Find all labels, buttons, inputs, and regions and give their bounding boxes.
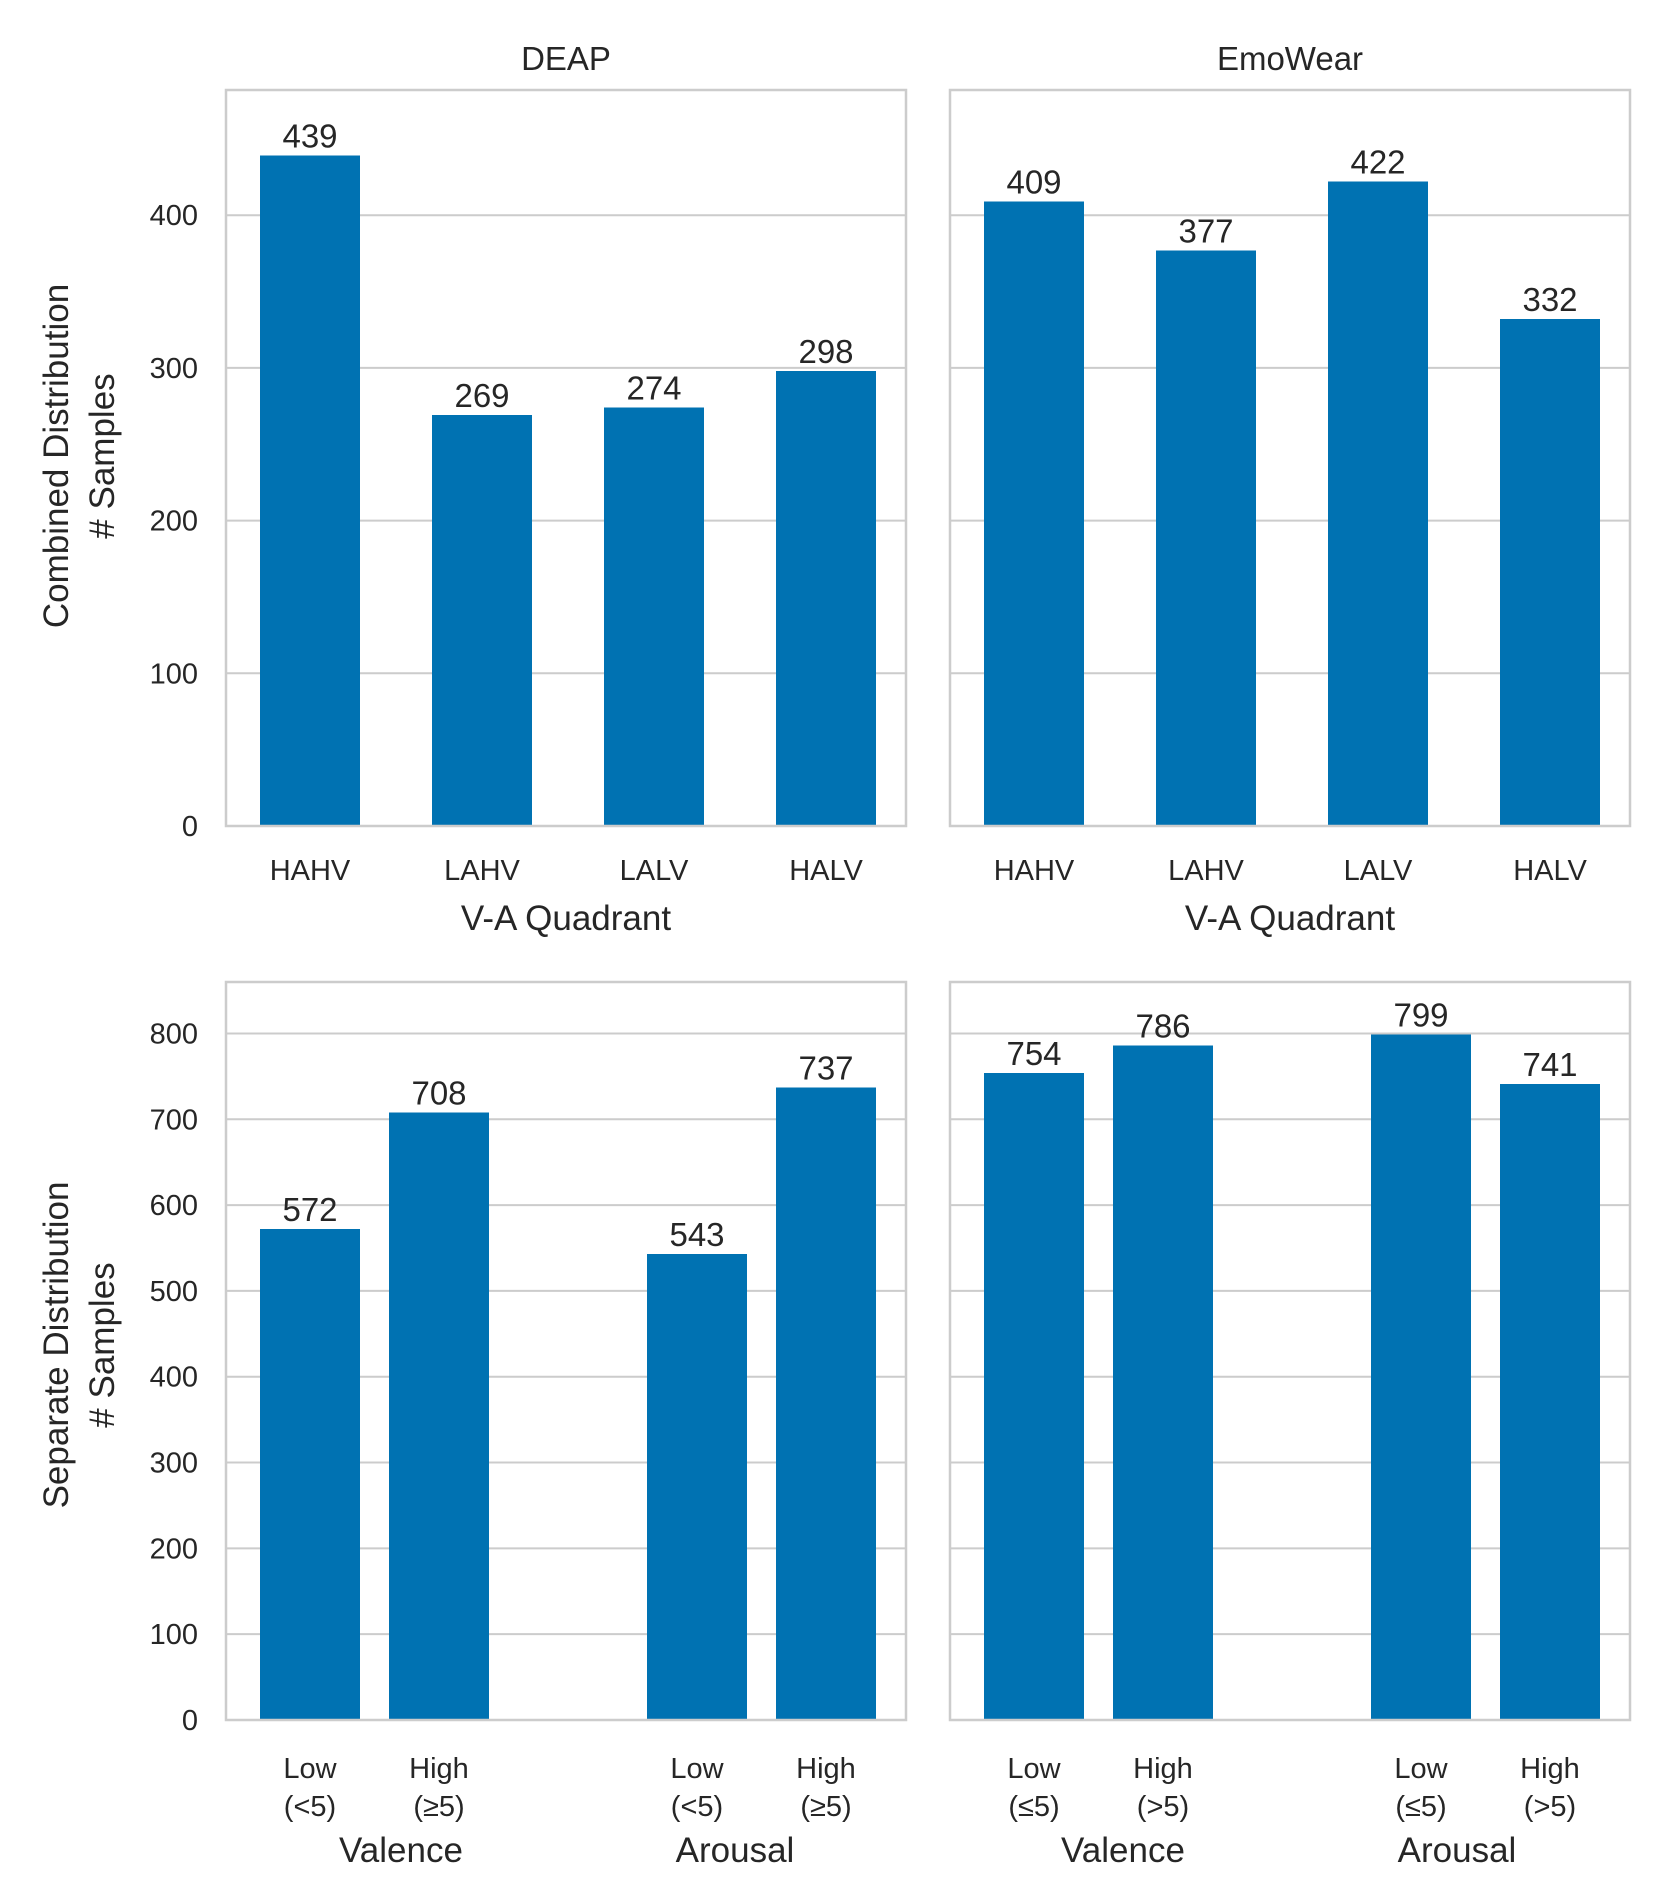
x-tick-label-emowear-separate-1: (>5): [1137, 1791, 1189, 1823]
y-tick-label-deap-separate: 0: [182, 1705, 198, 1737]
plot-frame-emowear-separate: [948, 980, 1632, 1722]
y-tick-label-deap-combined: 200: [150, 506, 198, 538]
x-tick-label-emowear-combined-0: HAHV: [994, 855, 1075, 887]
bar-deap-combined-0: [260, 155, 360, 827]
bar-deap-separate-3: [776, 1087, 876, 1720]
x-tick-label-deap-combined-2: LALV: [620, 855, 689, 887]
y-axis-label-combined-line2: # Samples: [83, 373, 122, 538]
data-label-emowear-combined-2: 422: [1350, 144, 1405, 181]
bar-emowear-combined-3: [1500, 319, 1600, 826]
x-axis-label-emowear: V-A Quadrant: [1185, 899, 1395, 938]
y-tick-label-deap-combined: 0: [182, 811, 198, 843]
panel-title-deap: DEAP: [521, 40, 611, 77]
y-tick-label-deap-separate: 300: [150, 1448, 198, 1480]
bar-emowear-separate-2: [1371, 1034, 1471, 1720]
data-label-emowear-separate-2: 799: [1393, 996, 1448, 1033]
data-label-emowear-separate-1: 786: [1135, 1008, 1190, 1045]
x-tick-label-emowear-separate-0: Low: [1007, 1753, 1061, 1785]
x-tick-label-deap-separate-0: Low: [283, 1753, 337, 1785]
y-tick-label-deap-combined: 100: [150, 658, 198, 690]
y-tick-label-deap-combined: 400: [150, 200, 198, 232]
y-tick-label-deap-separate: 600: [150, 1190, 198, 1222]
bar-deap-separate-2: [647, 1254, 747, 1720]
data-label-deap-separate-1: 708: [411, 1074, 466, 1111]
bar-emowear-separate-3: [1500, 1084, 1600, 1720]
y-axis-label-separate-line2: # Samples: [83, 1262, 122, 1427]
data-label-deap-separate-3: 737: [798, 1050, 853, 1087]
y-tick-label-deap-separate: 200: [150, 1533, 198, 1565]
x-tick-label-deap-separate-2: Low: [670, 1753, 724, 1785]
data-label-deap-separate-2: 543: [669, 1216, 724, 1253]
data-label-emowear-separate-3: 741: [1522, 1046, 1577, 1083]
x-tick-label-deap-combined-0: HAHV: [270, 855, 351, 887]
plot-frame-emowear-combined: [948, 88, 1632, 828]
x-tick-label-deap-separate-1: High: [409, 1753, 469, 1785]
data-label-emowear-separate-0: 754: [1006, 1035, 1061, 1072]
bar-emowear-separate-0: [984, 1072, 1084, 1720]
plot-frame-deap-separate: [224, 980, 908, 1722]
x-tick-label-emowear-separate-2: (≤5): [1395, 1791, 1446, 1823]
bar-deap-separate-0: [260, 1229, 360, 1720]
x-tick-label-deap-separate-3: (≥5): [800, 1791, 851, 1823]
data-label-deap-combined-0: 439: [282, 118, 337, 155]
x-tick-label-emowear-separate-2: Low: [1394, 1753, 1448, 1785]
data-label-emowear-combined-1: 377: [1178, 212, 1233, 249]
x-tick-label-emowear-combined-2: LALV: [1344, 855, 1413, 887]
bar-emowear-separate-1: [1113, 1045, 1213, 1720]
data-label-emowear-combined-0: 409: [1006, 163, 1061, 200]
x-tick-label-emowear-separate-3: High: [1520, 1753, 1580, 1785]
x-tick-label-deap-combined-3: HALV: [789, 855, 863, 887]
x-tick-label-deap-separate-1: (≥5): [413, 1791, 464, 1823]
data-label-deap-separate-0: 572: [282, 1191, 337, 1228]
group-label-emowear-valence: Valence: [1061, 1831, 1185, 1870]
x-tick-label-deap-separate-2: (<5): [671, 1791, 723, 1823]
group-label-emowear-arousal: Arousal: [1398, 1831, 1517, 1870]
x-tick-label-deap-separate-3: High: [796, 1753, 856, 1785]
y-tick-label-deap-separate: 400: [150, 1362, 198, 1394]
bar-deap-combined-1: [432, 415, 532, 826]
bar-deap-separate-1: [389, 1112, 489, 1720]
x-tick-label-emowear-combined-3: HALV: [1513, 855, 1587, 887]
y-tick-label-deap-combined: 300: [150, 353, 198, 385]
x-tick-label-deap-separate-0: (<5): [284, 1791, 336, 1823]
y-tick-label-deap-separate: 500: [150, 1276, 198, 1308]
data-label-deap-combined-1: 269: [454, 377, 509, 414]
bar-deap-combined-2: [604, 407, 704, 826]
y-tick-label-deap-separate: 800: [150, 1018, 198, 1050]
x-tick-label-emowear-separate-3: (>5): [1524, 1791, 1576, 1823]
data-label-deap-combined-2: 274: [626, 370, 681, 407]
y-axis-label-combined-line1: Combined Distribution: [37, 284, 76, 628]
group-label-deap-arousal: Arousal: [676, 1831, 795, 1870]
plot-frame-deap-combined: [224, 88, 908, 828]
bar-emowear-combined-1: [1156, 250, 1256, 826]
bar-deap-combined-3: [776, 370, 876, 826]
y-tick-label-deap-separate: 700: [150, 1104, 198, 1136]
data-label-deap-combined-3: 298: [798, 333, 853, 370]
x-tick-label-deap-combined-1: LAHV: [444, 855, 520, 887]
x-tick-label-emowear-combined-1: LAHV: [1168, 855, 1244, 887]
x-axis-label-deap: V-A Quadrant: [461, 899, 671, 938]
data-label-emowear-combined-3: 332: [1522, 281, 1577, 318]
bar-emowear-combined-0: [984, 201, 1084, 826]
group-label-deap-valence: Valence: [339, 1831, 463, 1870]
y-axis-label-separate-line1: Separate Distribution: [37, 1182, 76, 1509]
x-tick-label-emowear-separate-0: (≤5): [1008, 1791, 1059, 1823]
y-tick-label-deap-separate: 100: [150, 1619, 198, 1651]
bar-emowear-combined-2: [1328, 181, 1428, 826]
panel-title-emowear: EmoWear: [1217, 40, 1363, 77]
x-tick-label-emowear-separate-1: High: [1133, 1753, 1193, 1785]
